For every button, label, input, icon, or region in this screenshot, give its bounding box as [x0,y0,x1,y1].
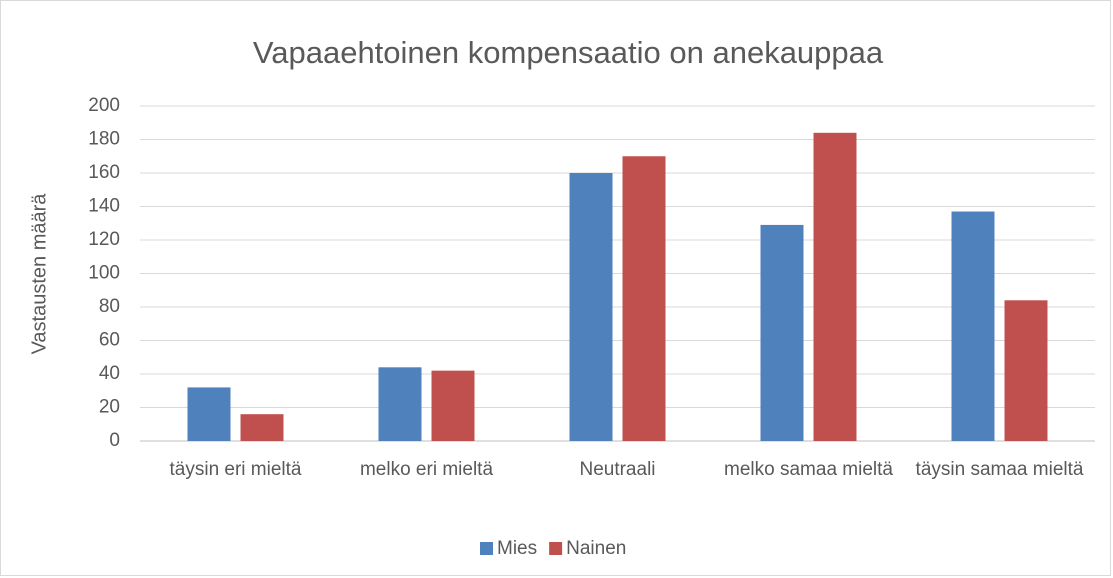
legend-swatch [480,542,493,555]
bar [951,211,995,441]
legend-label: Mies [497,538,537,559]
bar [240,414,284,441]
chart-title: Vapaaehtoinen kompensaatio on anekauppaa [253,35,884,70]
bar [187,387,231,441]
y-tick-label: 40 [99,363,120,384]
x-tick-label: Neutraali [579,459,656,480]
y-tick-label: 100 [88,263,120,284]
y-tick-label: 60 [99,330,120,351]
y-tick-label: 80 [99,296,120,317]
y-tick-label: 160 [88,162,120,183]
x-tick-label: melko eri mieltä [359,459,494,480]
bar [431,370,475,441]
bar [760,224,804,441]
x-tick-label: täysin eri mieltä [169,459,302,480]
x-tick-label: täysin samaa mieltä [915,459,1084,480]
bar [813,132,857,442]
x-tick-label: melko samaa mieltä [724,459,893,480]
bar [378,367,422,441]
bar [1004,300,1048,441]
legend-label: Nainen [566,538,626,559]
legend-swatch [549,542,563,555]
bar [569,173,613,441]
y-tick-label: 140 [88,196,120,217]
bar [622,156,666,441]
y-tick-label: 200 [88,95,120,116]
y-tick-label: 180 [88,129,120,150]
y-axis-label: Vastausten määrä [28,193,50,355]
y-tick-label: 120 [88,229,120,250]
y-tick-label: 0 [109,430,120,451]
y-tick-label: 20 [99,397,120,418]
